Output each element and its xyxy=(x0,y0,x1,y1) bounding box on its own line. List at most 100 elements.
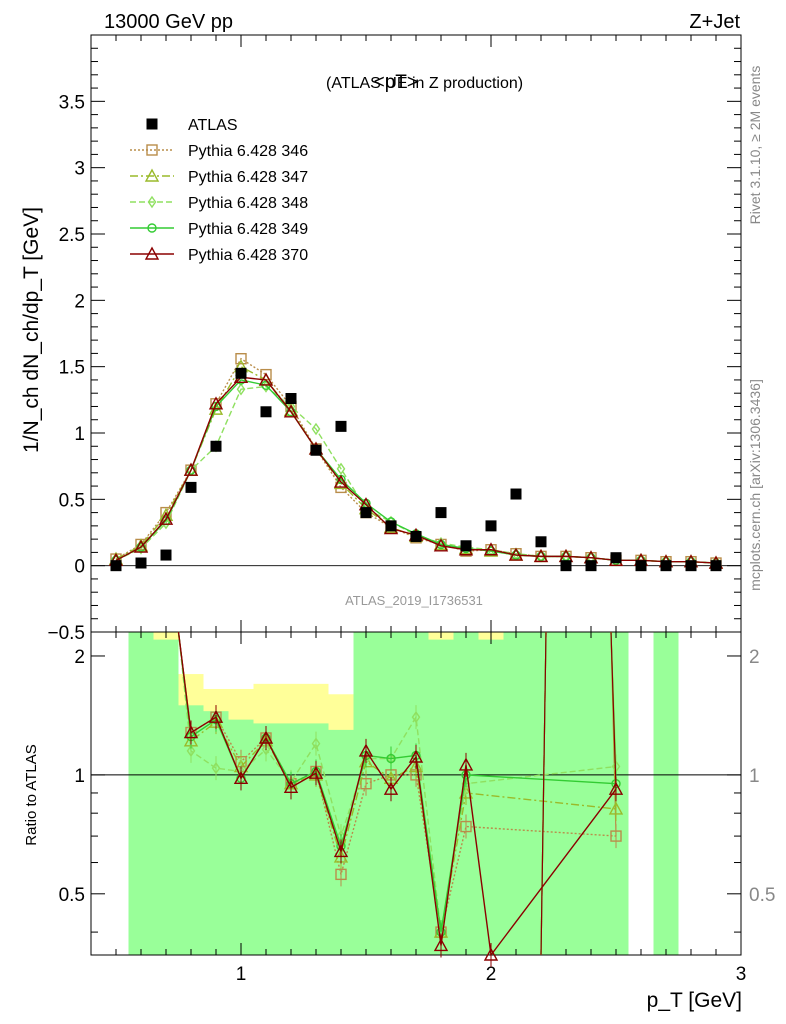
legend-marker-4 xyxy=(144,246,160,260)
atlas-data-point xyxy=(635,560,647,572)
ratio-band-green xyxy=(428,639,454,955)
ratio-spike-4 xyxy=(610,631,617,790)
ratio-band-green xyxy=(578,632,604,955)
ratio-point-2 xyxy=(186,744,196,758)
legend: ATLAS Pythia 6.428 346 Pythia 6.428 347 Pyt… xyxy=(130,117,308,264)
series-point-4 xyxy=(333,474,349,488)
atlas-data-point xyxy=(435,507,447,519)
series-point-4 xyxy=(158,511,174,525)
series-point-4 xyxy=(133,539,149,553)
y-tick-label-ratio: 0.5 xyxy=(59,885,85,906)
header-process: Z+Jet xyxy=(689,11,740,33)
atlas-data-point xyxy=(660,560,672,572)
series-point-4 xyxy=(508,547,524,561)
ratio-band-green xyxy=(153,639,179,955)
ratio-point-2 xyxy=(261,743,271,756)
atlas-data-point xyxy=(235,367,247,379)
atlas-data-point xyxy=(485,520,497,532)
ratio-band-green xyxy=(528,632,554,955)
ratio-point-4 xyxy=(208,709,224,723)
legend-label-1: Pythia 6.428 347 xyxy=(188,169,308,186)
atlas-data-point xyxy=(510,488,522,500)
atlas-data-point xyxy=(610,552,622,564)
y-tick-label-ratio-right: 0.5 xyxy=(749,885,775,906)
ratio-line-2 xyxy=(177,631,617,933)
ratio-point-2 xyxy=(211,761,221,775)
x-tick-label: 3 xyxy=(736,964,747,985)
ratio-point-2 xyxy=(411,710,421,724)
ratio-band-green xyxy=(503,632,529,955)
series-point-2 xyxy=(336,462,346,476)
ratio-band-green xyxy=(653,632,679,955)
y-tick-label-main: 1.5 xyxy=(59,358,85,379)
atlas-data-point xyxy=(560,560,572,572)
ratio-point-0 xyxy=(335,868,347,881)
atlas-data-point xyxy=(360,507,372,519)
series-point-4 xyxy=(533,548,549,563)
atlas-data-point xyxy=(385,520,397,532)
series-point-0 xyxy=(235,353,247,365)
ratio-point-4 xyxy=(283,779,299,794)
ratio-band-green xyxy=(303,723,329,955)
ratio-point-4 xyxy=(458,757,474,771)
mcplots-label: mcplots.cern.ch [arXiv:1306.3436] xyxy=(747,379,763,591)
legend-marker-1 xyxy=(144,168,160,182)
chart-subtitle: (ATLAS UE in Z production) xyxy=(326,75,523,92)
series-point-4 xyxy=(258,372,274,386)
atlas-data-point xyxy=(585,560,597,572)
legend-label-3: Pythia 6.428 349 xyxy=(188,221,308,238)
ratio-band-green xyxy=(478,639,504,955)
series-point-4 xyxy=(183,462,199,476)
ratio-point-0 xyxy=(360,777,372,790)
series-point-4 xyxy=(433,538,449,552)
ratio-point-4 xyxy=(308,765,324,779)
series-point-2 xyxy=(236,382,246,396)
atlas-data-point xyxy=(210,440,222,452)
atlas-data-point xyxy=(110,560,122,572)
atlas-data-point xyxy=(335,420,347,432)
y-tick-label-ratio-right: 2 xyxy=(749,647,760,668)
ratio-point-4 xyxy=(383,781,399,795)
x-axis-label: p_T [GeV] xyxy=(647,989,742,1012)
x-tick-label: 2 xyxy=(486,964,497,985)
series-point-4 xyxy=(208,396,224,410)
y-axis-label-ratio: Ratio to ATLAS xyxy=(23,744,40,845)
y-tick-label-main: −0.5 xyxy=(47,623,85,644)
ratio-band-green xyxy=(278,723,304,955)
ratio-point-4 xyxy=(258,730,274,744)
y-axis-label-main: 1/N_ch dN_ch/dp_T [GeV] xyxy=(20,207,43,453)
y-tick-label-ratio: 1 xyxy=(74,766,85,787)
atlas-data-point xyxy=(685,560,697,572)
ratio-band-green xyxy=(128,632,154,955)
ratio-point-4 xyxy=(233,770,249,785)
y-tick-label-main: 2.5 xyxy=(59,225,85,246)
atlas-data-point xyxy=(185,481,197,493)
legend-label-0: Pythia 6.428 346 xyxy=(188,143,308,160)
x-tick-label: 1 xyxy=(236,964,247,985)
y-tick-label-main: 0.5 xyxy=(59,490,85,511)
main-panel-series xyxy=(108,353,724,572)
atlas-data-point xyxy=(310,444,322,456)
ratio-point-4 xyxy=(408,749,424,763)
atlas-data-point xyxy=(410,530,422,542)
ratio-point-1 xyxy=(608,801,624,815)
ratio-point-2 xyxy=(311,737,321,750)
ratio-point-4 xyxy=(483,947,499,961)
ratio-point-1 xyxy=(408,759,424,773)
ratio-band-green xyxy=(553,632,579,955)
ratio-point-4 xyxy=(358,743,374,757)
legend-marker-0 xyxy=(146,144,158,156)
y-tick-label-main: 3 xyxy=(74,159,85,180)
atlas-data-point xyxy=(260,406,272,418)
y-tick-label-ratio-right: 1 xyxy=(749,766,760,787)
ratio-point-0 xyxy=(460,820,472,833)
atlas-data-point xyxy=(460,540,472,552)
series-point-4 xyxy=(483,542,499,556)
ratio-panel-series xyxy=(177,631,624,967)
legend-marker-atlas xyxy=(146,118,158,130)
legend-marker-2 xyxy=(147,195,157,209)
series-point-2 xyxy=(311,422,321,436)
y-tick-label-main: 2 xyxy=(74,291,85,312)
legend-marker-3 xyxy=(147,223,157,233)
legend-label-4: Pythia 6.428 370 xyxy=(188,247,308,264)
